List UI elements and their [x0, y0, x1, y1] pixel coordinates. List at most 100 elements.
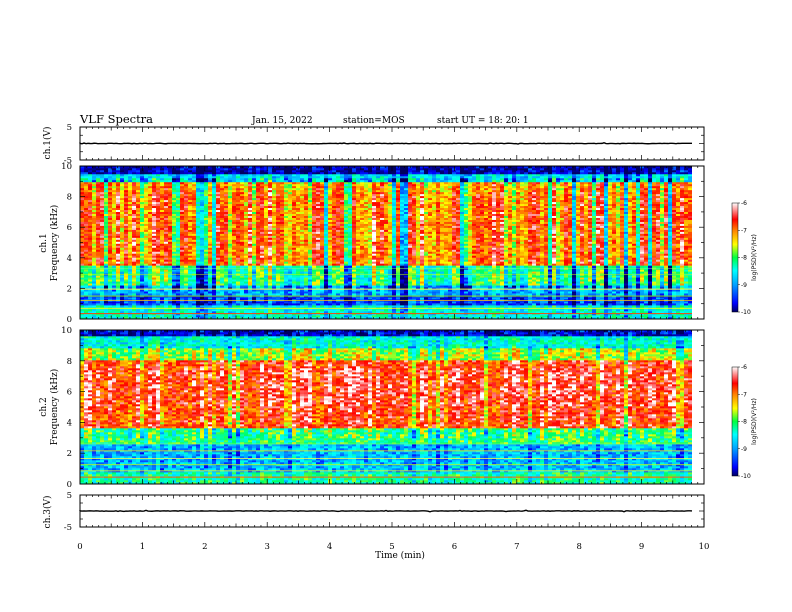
spectrogram-cell	[92, 315, 97, 318]
spectrogram-cell	[320, 287, 325, 290]
spectrogram-cell	[180, 263, 185, 266]
spectrogram-cell	[668, 287, 673, 290]
spectrogram-cell	[336, 265, 341, 268]
spectrogram-cell	[556, 289, 561, 292]
spectrogram-cell	[572, 265, 577, 268]
spectrogram-cell	[368, 309, 373, 312]
spectrogram-cell	[164, 309, 169, 312]
spectrogram-cell	[592, 289, 597, 292]
spectrogram-cell	[672, 281, 677, 284]
spectrogram-cell	[88, 277, 93, 280]
spectrogram-cell	[452, 277, 457, 280]
spectrogram-cell	[568, 303, 573, 306]
spectrogram-cell	[572, 315, 577, 318]
spectrogram-cell	[400, 317, 405, 319]
spectrogram-cell	[644, 289, 649, 292]
spectrogram-cell	[464, 313, 469, 316]
spectrogram-cell	[516, 317, 521, 319]
spectrogram-cell	[204, 291, 209, 294]
spectrogram-cell	[328, 261, 333, 264]
spectrogram-cell	[276, 297, 281, 300]
spectrogram-cell	[472, 289, 477, 292]
spectrogram-cell	[212, 317, 217, 319]
spectrogram-cell	[664, 255, 669, 258]
spectrogram-cell	[564, 265, 569, 268]
spectrogram-cell	[416, 275, 421, 278]
spectrogram-cell	[96, 277, 101, 280]
spectrogram-cell	[92, 285, 97, 288]
spectrogram-cell	[276, 275, 281, 278]
spectrogram-cell	[284, 263, 289, 266]
spectrogram-cell	[148, 311, 153, 314]
spectrogram-cell	[336, 257, 341, 260]
spectrogram-cell	[192, 315, 197, 318]
spectrogram-cell	[652, 289, 657, 292]
spectrogram-cell	[272, 263, 277, 266]
spectrogram-cell	[264, 313, 269, 316]
spectrogram-cell	[436, 303, 441, 306]
spectrogram-cell	[180, 313, 185, 316]
spectrogram-cell	[388, 315, 393, 318]
spectrogram-cell	[448, 309, 453, 312]
spectrogram-cell	[592, 287, 597, 290]
spectrogram-cell	[464, 269, 469, 272]
spectrogram-cell	[124, 259, 129, 262]
spectrogram-cell	[192, 309, 197, 312]
spectrogram-cell	[544, 309, 549, 312]
spectrogram-cell	[352, 257, 357, 260]
spectrogram-cell	[180, 297, 185, 300]
spectrogram-cell	[92, 259, 97, 262]
spectrogram-cell	[396, 309, 401, 312]
spectrogram-cell	[252, 313, 257, 316]
spectrogram-cell	[180, 275, 185, 278]
spectrogram-cell	[580, 303, 585, 306]
spectrogram-cell	[540, 297, 545, 300]
spectrogram-cell	[644, 255, 649, 258]
spectrogram-cell	[120, 257, 125, 260]
spectrogram-cell	[424, 313, 429, 316]
spectrogram-cell	[376, 289, 381, 292]
spectrogram-cell	[88, 271, 93, 274]
spectrogram-cell	[224, 317, 229, 319]
spectrogram-cell	[124, 253, 129, 256]
spectrogram-cell	[404, 289, 409, 292]
spectrogram-cell	[524, 263, 529, 266]
spectrogram-cell	[492, 257, 497, 260]
spectrogram-cell	[440, 311, 445, 314]
spectrogram-cell	[88, 269, 93, 272]
spectrogram-cell	[324, 265, 329, 268]
spectrogram-cell	[492, 317, 497, 319]
spectrogram-cell	[292, 269, 297, 272]
spectrogram-cell	[652, 285, 657, 288]
spectrogram-cell	[352, 311, 357, 314]
spectrogram-cell	[328, 275, 333, 278]
spectrogram-cell	[176, 301, 181, 304]
spectrogram-cell	[412, 283, 417, 286]
spectrogram-cell	[676, 297, 681, 300]
spectrogram-cell	[316, 311, 321, 314]
spectrogram-cell	[668, 291, 673, 294]
spectrogram-cell	[392, 289, 397, 292]
spectrogram-cell	[100, 281, 105, 284]
spectrogram-cell	[392, 311, 397, 314]
spectrogram-cell	[368, 297, 373, 300]
spectrogram-cell	[176, 305, 181, 308]
spectrogram-cell	[572, 261, 577, 264]
spectrogram-cell	[676, 309, 681, 312]
spectrogram-cell	[128, 313, 133, 316]
spectrogram-cell	[488, 261, 493, 264]
spectrogram-cell	[480, 311, 485, 314]
spectrogram-cell	[548, 313, 553, 316]
spectrogram-cell	[580, 283, 585, 286]
spectrogram-cell	[96, 311, 101, 314]
spectrogram-cell	[204, 265, 209, 268]
spectrogram-cell	[604, 281, 609, 284]
spectrogram-cell	[488, 313, 493, 316]
spectrogram-cell	[420, 271, 425, 274]
spectrogram-cell	[620, 271, 625, 274]
spectrogram-cell	[184, 261, 189, 264]
spectrogram-cell	[456, 279, 461, 282]
spectrogram-cell	[588, 271, 593, 274]
spectrogram-cell	[456, 275, 461, 278]
spectrogram-cell	[620, 277, 625, 280]
